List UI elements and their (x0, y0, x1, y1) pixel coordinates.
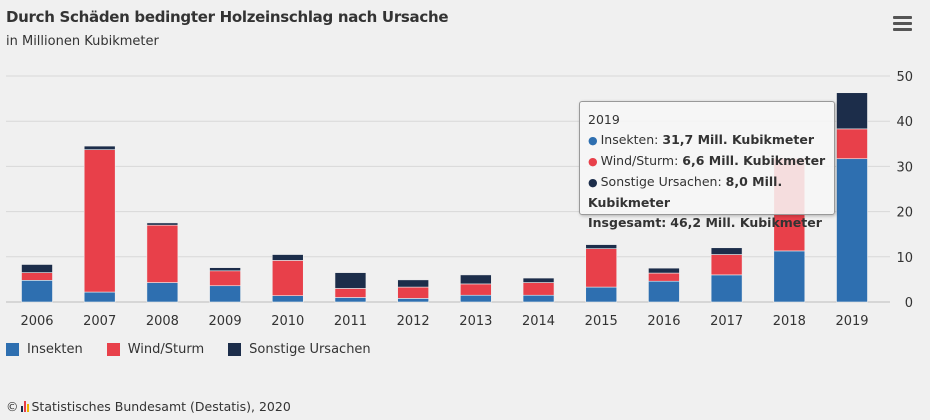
bar-2019-1[interactable] (836, 128, 868, 160)
source-text[interactable]: Statistisches Bundesamt (Destatis), 2020 (31, 399, 291, 414)
chart-subtitle: in Millionen Kubikmeter (6, 34, 159, 49)
bar-2010-2[interactable] (271, 254, 304, 261)
legend-item-insekten[interactable]: Insekten (6, 342, 83, 357)
bar-2007-1[interactable] (83, 149, 116, 293)
tooltip-label: Insekten: (600, 132, 659, 147)
bar-2015-0[interactable] (585, 286, 618, 303)
tooltip-row-insekten: ● Insekten: 31,7 Mill. Kubikmeter (588, 130, 826, 151)
source-line: © Statistisches Bundesamt (Destatis), 20… (6, 399, 291, 414)
x-tick-label: 2019 (835, 314, 868, 329)
tooltip-dot-icon: ● (588, 134, 598, 147)
chart-legend: Insekten Wind/Sturm Sonstige Ursachen (6, 342, 371, 357)
x-tick-label: 2009 (209, 314, 242, 329)
bar-2017-0[interactable] (710, 274, 743, 303)
bar-2016-1[interactable] (648, 272, 680, 282)
bar-2016-2[interactable] (648, 267, 680, 274)
x-tick-label: 2012 (397, 314, 430, 329)
y-tick-label: 20 (896, 206, 913, 221)
legend-swatch-insekten (6, 343, 19, 356)
x-tick-label: 2006 (20, 314, 53, 329)
destatis-logo-icon (20, 401, 29, 412)
y-tick-label: 50 (896, 70, 913, 85)
bar-2008-2[interactable] (146, 222, 179, 226)
chart-tooltip: 2019 ● Insekten: 31,7 Mill. Kubikmeter ● W… (579, 101, 835, 230)
tooltip-label: Sonstige Ursachen: (600, 174, 722, 189)
chart-bars (21, 92, 868, 303)
bar-2011-2[interactable] (334, 272, 367, 289)
bar-2011-1[interactable] (334, 288, 367, 298)
bar-2009-0[interactable] (209, 285, 241, 303)
bar-2006-1[interactable] (21, 272, 53, 281)
legend-item-wind-sturm[interactable]: Wind/Sturm (106, 342, 205, 357)
legend-label-wind-sturm: Wind/Sturm (127, 342, 205, 357)
copyright-symbol: © (6, 399, 19, 414)
tooltip-value: 8,0 Mill. Kubikmeter (588, 174, 783, 210)
tooltip-total: Insgesamt: 46,2 Mill. Kubikmeter (588, 213, 826, 233)
chart-title: Durch Schäden bedingter Holzeinschlag na… (6, 8, 449, 26)
tooltip-row-sonstige: ● Sonstige Ursachen: 8,0 Mill. Kubikmeter (588, 172, 826, 213)
x-tick-label: 2016 (647, 314, 680, 329)
legend-swatch-sonstige (228, 343, 242, 356)
x-tick-label: 2017 (710, 314, 743, 329)
bar-2009-2[interactable] (209, 267, 241, 272)
x-tick-label: 2007 (83, 314, 116, 329)
bar-2013-2[interactable] (460, 274, 492, 285)
bar-2009-1[interactable] (209, 270, 241, 287)
bar-2012-2[interactable] (397, 279, 429, 288)
bar-2014-1[interactable] (522, 282, 555, 296)
x-tick-label: 2008 (146, 314, 179, 329)
chart-plot-area: 2006 2007 2008 2009 2010 2011 2012 2013 2014 2015… (6, 70, 913, 329)
bar-2013-0[interactable] (460, 294, 492, 303)
x-tick-label: 2013 (459, 314, 492, 329)
y-tick-label: 0 (905, 296, 913, 311)
bar-2007-2[interactable] (83, 145, 116, 150)
bar-2012-1[interactable] (397, 286, 429, 299)
tooltip-value: 31,7 Mill. Kubikmeter (662, 132, 814, 147)
bar-2014-2[interactable] (522, 277, 555, 283)
x-tick-label: 2010 (271, 314, 304, 329)
y-tick-label: 10 (896, 251, 913, 266)
bar-2008-0[interactable] (146, 282, 179, 303)
bar-2010-1[interactable] (271, 260, 304, 296)
bar-2019-0[interactable] (836, 158, 868, 303)
hamburger-menu-icon[interactable] (893, 16, 912, 32)
y-tick-label: 40 (896, 115, 913, 130)
legend-item-sonstige[interactable]: Sonstige Ursachen (228, 342, 371, 357)
tooltip-dot-icon: ● (588, 176, 598, 189)
tooltip-total-label: Insgesamt: (588, 215, 667, 230)
x-tick-label: 2011 (334, 314, 367, 329)
tooltip-year: 2019 (588, 112, 620, 127)
bar-2012-0[interactable] (397, 298, 429, 303)
bar-2008-1[interactable] (146, 224, 179, 283)
tooltip-dot-icon: ● (588, 155, 598, 168)
bar-2018-0[interactable] (773, 250, 806, 303)
y-axis-labels: 0 10 20 30 40 50 (896, 70, 913, 311)
x-tick-label: 2015 (585, 314, 618, 329)
bar-2017-1[interactable] (710, 254, 743, 276)
tooltip-row-wind-sturm: ● Wind/Sturm: 6,6 Mill. Kubikmeter (588, 151, 826, 172)
legend-swatch-wind-sturm (106, 343, 120, 356)
bar-2015-2[interactable] (585, 244, 618, 249)
bar-2014-0[interactable] (522, 294, 555, 303)
legend-label-insekten: Insekten (27, 342, 83, 357)
x-axis-labels: 2006 2007 2008 2009 2010 2011 2012 2013 2014 2015… (20, 314, 868, 329)
tooltip-value: 6,6 Mill. Kubikmeter (682, 153, 826, 168)
x-tick-label: 2014 (522, 314, 555, 329)
bar-2006-2[interactable] (21, 264, 53, 273)
legend-label-sonstige: Sonstige Ursachen (249, 342, 371, 357)
bar-2017-2[interactable] (710, 247, 743, 255)
bar-2013-1[interactable] (460, 283, 492, 296)
y-tick-label: 30 (896, 160, 913, 175)
bar-2016-0[interactable] (648, 280, 680, 303)
bar-2015-1[interactable] (585, 248, 618, 288)
bar-2007-0[interactable] (83, 291, 116, 303)
tooltip-label: Wind/Sturm: (600, 153, 679, 168)
bar-2019-2[interactable] (836, 92, 868, 130)
bar-2006-0[interactable] (21, 280, 53, 303)
bar-2010-0[interactable] (271, 295, 304, 303)
tooltip-total-value: 46,2 Mill. Kubikmeter (670, 215, 822, 230)
bar-2011-0[interactable] (334, 297, 367, 303)
x-tick-label: 2018 (773, 314, 806, 329)
